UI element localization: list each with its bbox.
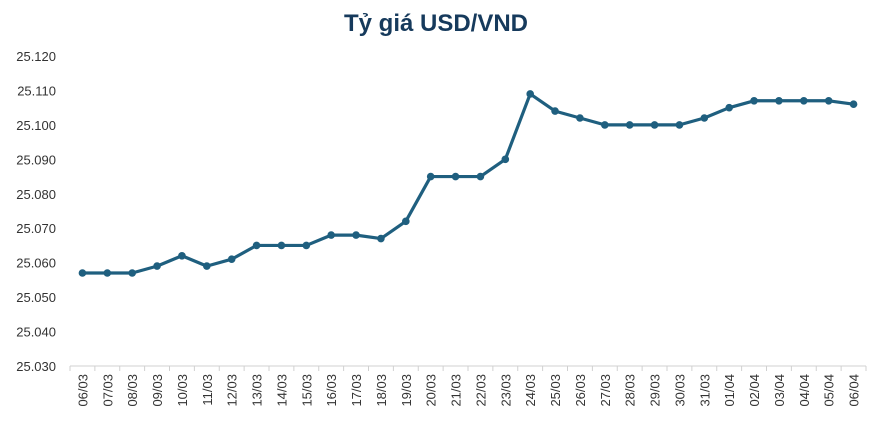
data-point	[675, 121, 684, 129]
x-tick-label: 13/03	[250, 374, 265, 407]
y-axis-ticks: 25.030 25.040 25.050 25.060 25.070 25.080 25.0…	[16, 49, 56, 374]
data-point	[576, 114, 584, 122]
x-tick-label: 08/03	[125, 374, 140, 407]
y-tick-label: 25.090	[16, 152, 56, 167]
y-tick-label: 25.040	[16, 325, 56, 340]
data-point	[750, 96, 758, 105]
data-point	[800, 96, 808, 105]
data-point	[78, 269, 87, 277]
data-point	[277, 241, 286, 250]
x-tick-label: 28/03	[623, 374, 638, 407]
y-tick-label: 25.100	[16, 118, 56, 133]
data-point	[526, 90, 534, 98]
x-tick-label: 24/03	[523, 374, 538, 407]
y-tick-label: 25.080	[16, 187, 56, 202]
data-point	[725, 103, 733, 112]
x-tick-label: 15/03	[299, 374, 314, 407]
y-tick-label: 25.070	[16, 221, 56, 236]
x-tick-label: 29/03	[648, 374, 663, 407]
y-tick-label: 25.030	[16, 359, 56, 374]
y-tick-label: 25.120	[16, 49, 56, 64]
x-tick-label: 26/03	[573, 374, 588, 407]
data-point	[849, 100, 858, 109]
x-tick-label: 09/03	[150, 374, 165, 407]
x-tick-label: 04/04	[797, 374, 812, 407]
data-point	[824, 96, 833, 105]
x-tick-label: 12/03	[225, 374, 240, 407]
series-line	[80, 92, 856, 275]
data-point	[501, 155, 510, 164]
x-axis-ticks: 06/03 07/03 08/03 09/03 10/03 11/03 12/03 13/03…	[69, 366, 867, 407]
x-tick-label: 21/03	[449, 374, 464, 407]
x-tick-label: 01/04	[722, 374, 737, 407]
data-point	[352, 231, 360, 239]
y-tick-label: 25.110	[17, 83, 56, 98]
x-tick-label: 05/04	[822, 374, 837, 407]
data-point	[178, 251, 186, 260]
x-tick-label: 06/03	[75, 374, 90, 407]
x-tick-label: 31/03	[697, 374, 712, 407]
data-point	[775, 96, 783, 105]
x-tick-label: 17/03	[349, 374, 364, 407]
x-tick-label: 06/04	[847, 374, 862, 407]
data-point	[426, 172, 435, 181]
x-tick-label: 18/03	[374, 374, 389, 407]
data-point	[402, 217, 410, 226]
data-point	[128, 269, 136, 277]
data-point	[203, 262, 211, 270]
data-point	[650, 121, 659, 129]
x-tick-label: 23/03	[498, 374, 513, 407]
x-tick-label: 14/03	[274, 374, 289, 407]
x-tick-label: 22/03	[473, 374, 488, 407]
y-tick-label: 25.050	[16, 290, 56, 305]
data-point	[153, 262, 161, 270]
x-tick-label: 11/03	[200, 374, 215, 406]
x-tick-label: 19/03	[399, 374, 414, 407]
data-point	[252, 241, 261, 250]
data-point	[302, 241, 311, 250]
data-point	[625, 121, 634, 129]
x-tick-label: 30/03	[672, 374, 687, 407]
x-tick-label: 27/03	[598, 374, 613, 407]
x-tick-label: 02/04	[747, 374, 762, 407]
x-tick-label: 16/03	[324, 374, 339, 407]
x-tick-label: 20/03	[424, 374, 439, 407]
x-tick-label: 25/03	[548, 374, 563, 407]
data-point	[227, 255, 236, 264]
data-point	[103, 269, 112, 277]
data-point	[476, 172, 485, 181]
data-point	[700, 114, 709, 122]
data-point	[551, 107, 559, 115]
x-tick-label: 03/04	[772, 374, 787, 407]
y-tick-label: 25.060	[16, 256, 56, 271]
chart-title: Tỷ giá USD/VND	[343, 10, 529, 37]
x-tick-label: 10/03	[175, 374, 190, 407]
series-points	[78, 90, 858, 277]
x-tick-label: 07/03	[100, 374, 115, 407]
data-point	[377, 234, 385, 243]
data-point	[601, 121, 609, 129]
data-point	[327, 231, 335, 239]
data-point	[451, 172, 460, 181]
